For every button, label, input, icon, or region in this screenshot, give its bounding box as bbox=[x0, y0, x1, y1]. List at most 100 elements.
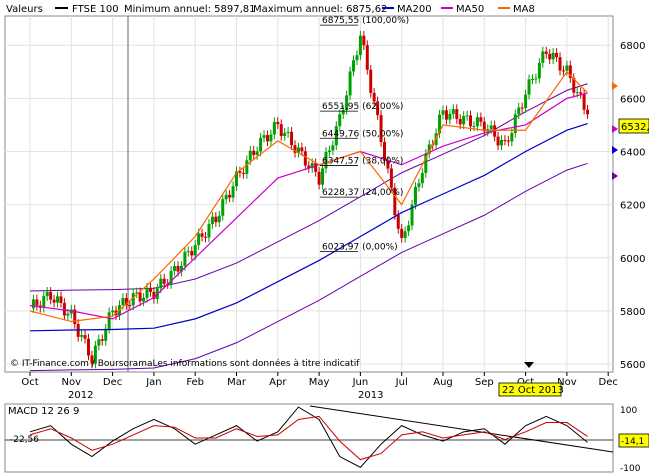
candle-body bbox=[83, 335, 87, 339]
macd-tick-top: 100 bbox=[620, 406, 637, 416]
candle-body bbox=[427, 144, 431, 154]
candle-body bbox=[417, 183, 421, 187]
x-tick-label: Nov bbox=[62, 377, 82, 388]
candle-body bbox=[345, 95, 349, 111]
candle-body bbox=[204, 236, 208, 238]
macd-title: MACD 12 26 9 bbox=[8, 406, 79, 417]
candle-body bbox=[472, 126, 476, 128]
candle-body bbox=[424, 153, 428, 173]
candle-body bbox=[310, 163, 314, 169]
x-tick-label: Sep bbox=[475, 377, 494, 388]
y-tick-label: 6400 bbox=[620, 147, 645, 158]
ma8-marker-icon bbox=[612, 82, 618, 90]
x-tick-label: Aug bbox=[433, 377, 453, 388]
candle-body bbox=[142, 297, 146, 302]
candle-body bbox=[235, 171, 238, 187]
candle-body bbox=[372, 92, 376, 102]
candle-body bbox=[561, 70, 565, 72]
candle-body bbox=[259, 137, 263, 152]
copyright-notice: © IT-Finance.com / BoursoramaLes informa… bbox=[10, 358, 360, 369]
fib-label: 6347,57 (38,00%) bbox=[322, 156, 403, 166]
candle-body bbox=[489, 125, 493, 130]
candle-body bbox=[537, 62, 541, 79]
candle-body bbox=[231, 186, 235, 198]
candle-body bbox=[338, 114, 342, 127]
last-price-value: 6532,4 bbox=[621, 122, 649, 133]
candle-body bbox=[403, 231, 407, 238]
candle-body bbox=[193, 245, 197, 256]
candle-body bbox=[107, 312, 111, 329]
candle-body bbox=[121, 298, 125, 306]
macd-series-macd bbox=[29, 406, 588, 468]
x-tick-label: Oct bbox=[21, 377, 38, 388]
candle-body bbox=[224, 194, 228, 200]
candle-body bbox=[479, 117, 483, 122]
candle-body bbox=[183, 251, 187, 266]
date-tag-label: 22 Oct 2013 bbox=[502, 385, 564, 396]
x-tick-label: Jun bbox=[352, 377, 369, 388]
fib-label: 6228,37 (24,00%) bbox=[322, 188, 403, 198]
candle-body bbox=[348, 71, 352, 96]
candle-body bbox=[458, 119, 462, 125]
candle-body bbox=[221, 199, 225, 216]
main-plot-frame bbox=[4, 15, 614, 373]
candle-body bbox=[152, 291, 156, 299]
candle-body bbox=[255, 151, 259, 155]
x-tick-label: Nov bbox=[557, 377, 577, 388]
candle-body bbox=[376, 101, 380, 116]
macd-value-tag bbox=[618, 433, 649, 448]
candle-body bbox=[462, 116, 466, 125]
candle-body bbox=[200, 233, 204, 237]
candle-body bbox=[327, 150, 331, 152]
candle-body bbox=[469, 115, 473, 127]
candle-body bbox=[527, 79, 531, 95]
candle-body bbox=[572, 77, 576, 93]
candle-body bbox=[56, 296, 60, 303]
x-tick-label: Dec bbox=[103, 377, 122, 388]
candle-body bbox=[386, 160, 390, 169]
candle-body bbox=[135, 292, 139, 294]
last-price-tag bbox=[618, 118, 649, 134]
candle-body bbox=[283, 132, 287, 136]
candle-body bbox=[324, 151, 328, 169]
candle-body bbox=[124, 298, 128, 306]
candle-body bbox=[252, 150, 256, 155]
candle-body bbox=[444, 110, 448, 120]
x-tick-label: Apr bbox=[269, 377, 287, 388]
candle-body bbox=[42, 296, 46, 308]
bollinger-bands bbox=[29, 83, 588, 372]
candle-body bbox=[279, 124, 283, 136]
candle-body bbox=[517, 107, 521, 115]
candle-body bbox=[197, 233, 201, 246]
candle-body bbox=[62, 302, 66, 316]
candle-body bbox=[80, 335, 84, 337]
grid bbox=[5, 16, 613, 372]
candle-body bbox=[296, 147, 300, 153]
ma200-label: MA200 bbox=[397, 4, 432, 15]
symbol-label: FTSE 100 bbox=[72, 4, 119, 15]
candle-body bbox=[93, 345, 97, 364]
series-line-ma200 bbox=[29, 123, 588, 332]
candle-body bbox=[59, 296, 63, 303]
candle-body bbox=[513, 114, 517, 134]
date-tag bbox=[498, 382, 562, 397]
candle-body bbox=[138, 292, 142, 302]
candle-body bbox=[548, 53, 552, 60]
candle-body bbox=[544, 51, 548, 54]
candle-body bbox=[87, 338, 91, 356]
candle-body bbox=[524, 94, 528, 109]
candle-body bbox=[586, 109, 590, 115]
macd-series-signal bbox=[29, 415, 588, 461]
candle-body bbox=[558, 57, 562, 71]
candle-body bbox=[500, 139, 504, 146]
candle-body bbox=[541, 51, 545, 63]
fibonacci-levels: 6875,55 (100,00%) 6551,95 (62,00%) 6449,76… bbox=[320, 16, 409, 252]
candle-body bbox=[331, 145, 335, 151]
fib-label: 6449,76 (50,00%) bbox=[322, 129, 403, 139]
y-axis: 5600 5800 6000 6200 6400 6600 6800 bbox=[620, 41, 645, 371]
candle-body bbox=[90, 355, 94, 364]
candle-body bbox=[265, 135, 269, 142]
ma50-label: MA50 bbox=[456, 4, 484, 15]
candle-body bbox=[582, 93, 586, 110]
